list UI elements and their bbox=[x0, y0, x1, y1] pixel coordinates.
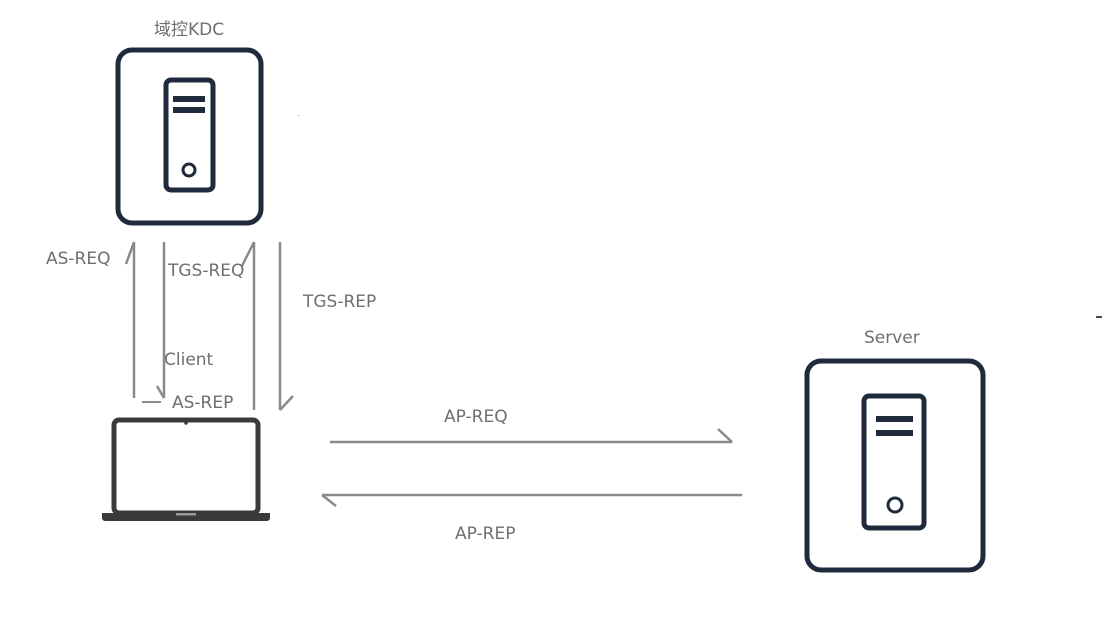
ap-req-label: AP-REQ bbox=[444, 407, 508, 427]
ap-rep-arrow bbox=[321, 493, 742, 507]
tgs-rep-arrow bbox=[278, 242, 294, 411]
tgs-rep-label: TGS-REP bbox=[303, 292, 377, 312]
tgs-req-arrow bbox=[240, 241, 256, 410]
stray-mark bbox=[1096, 316, 1102, 318]
server-label: Server bbox=[864, 328, 920, 348]
ap-req-arrow bbox=[330, 428, 733, 444]
kdc-label: 域控KDC bbox=[154, 20, 225, 40]
as-rep-label: AS-REP bbox=[172, 393, 234, 413]
as-req-label: AS-REQ bbox=[46, 249, 111, 269]
as-req-arrow bbox=[124, 241, 136, 398]
as-rep-arrow bbox=[155, 242, 166, 399]
target-server-icon bbox=[804, 358, 986, 573]
ap-rep-label: AP-REP bbox=[455, 524, 516, 544]
client-laptop-icon bbox=[102, 417, 270, 521]
stray-dot bbox=[298, 115, 299, 116]
kdc-server-icon bbox=[115, 47, 264, 226]
tgs-req-label: TGS-REQ bbox=[168, 261, 245, 281]
client-label: Client bbox=[164, 350, 214, 370]
